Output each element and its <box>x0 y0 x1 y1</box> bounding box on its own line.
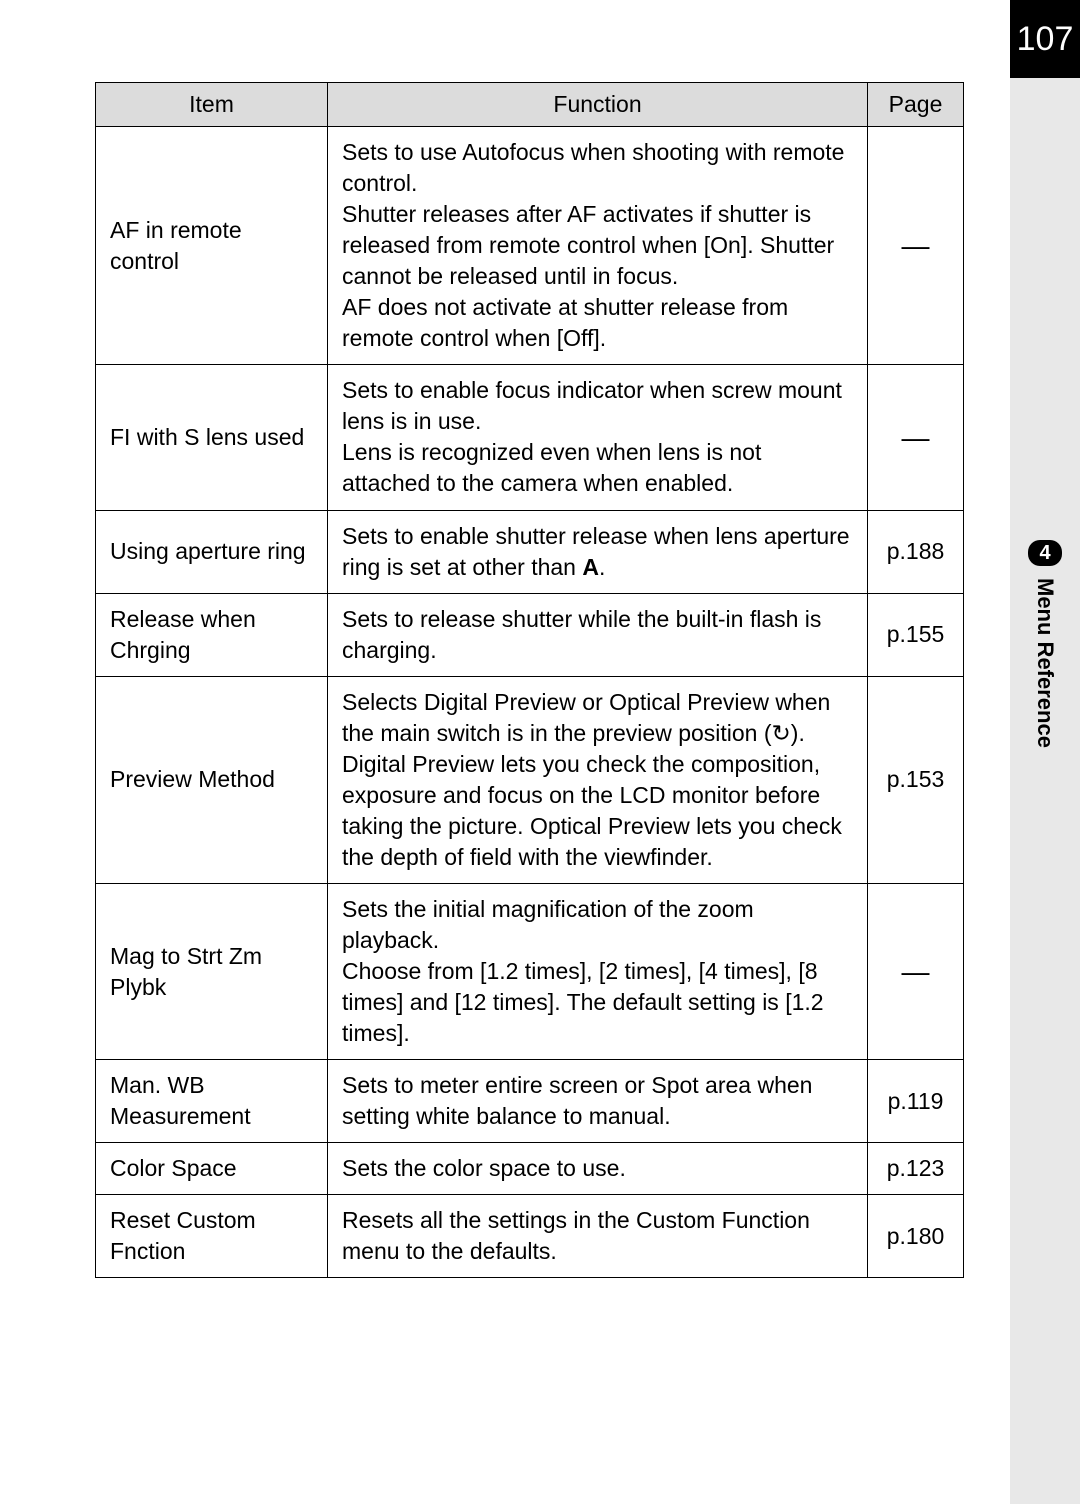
row-function: Sets the initial magnification of the zo… <box>328 883 868 1059</box>
table-row: Using aperture ringSets to enable shutte… <box>96 510 964 593</box>
row-item: Mag to Strt Zm Plybk <box>96 883 328 1059</box>
row-function: Sets to use Autofocus when shooting with… <box>328 127 868 365</box>
section-number-badge: 4 <box>1028 540 1062 566</box>
row-page: — <box>868 883 964 1059</box>
menu-reference-table: Item Function Page AF in remote controlS… <box>95 82 964 1278</box>
row-item: AF in remote control <box>96 127 328 365</box>
table-row: Release when ChrgingSets to release shut… <box>96 593 964 676</box>
row-function: Resets all the settings in the Custom Fu… <box>328 1195 868 1278</box>
section-marker: 4 Menu Reference <box>1010 540 1080 748</box>
section-title: Menu Reference <box>1032 578 1058 748</box>
row-function: Sets to enable focus indicator when scre… <box>328 365 868 510</box>
table-body: AF in remote controlSets to use Autofocu… <box>96 127 964 1278</box>
table-row: AF in remote controlSets to use Autofocu… <box>96 127 964 365</box>
row-item: Release when Chrging <box>96 593 328 676</box>
header-function: Function <box>328 83 868 127</box>
table-row: Color SpaceSets the color space to use.p… <box>96 1143 964 1195</box>
header-page: Page <box>868 83 964 127</box>
table-row: Mag to Strt Zm PlybkSets the initial mag… <box>96 883 964 1059</box>
table-row: Reset Custom FnctionResets all the setti… <box>96 1195 964 1278</box>
row-item: Preview Method <box>96 676 328 883</box>
side-bar <box>1010 0 1080 1504</box>
table-header-row: Item Function Page <box>96 83 964 127</box>
row-page: — <box>868 365 964 510</box>
table-row: Man. WB MeasurementSets to meter entire … <box>96 1060 964 1143</box>
row-item: Color Space <box>96 1143 328 1195</box>
row-page: — <box>868 127 964 365</box>
row-page: p.155 <box>868 593 964 676</box>
header-item: Item <box>96 83 328 127</box>
row-item: Using aperture ring <box>96 510 328 593</box>
row-page: p.153 <box>868 676 964 883</box>
row-function: Selects Digital Preview or Optical Previ… <box>328 676 868 883</box>
row-function: Sets the color space to use. <box>328 1143 868 1195</box>
row-function: Sets to meter entire screen or Spot area… <box>328 1060 868 1143</box>
row-page: p.188 <box>868 510 964 593</box>
row-item: Man. WB Measurement <box>96 1060 328 1143</box>
row-function: Sets to release shutter while the built-… <box>328 593 868 676</box>
table-row: FI with S lens usedSets to enable focus … <box>96 365 964 510</box>
row-item: FI with S lens used <box>96 365 328 510</box>
row-function: Sets to enable shutter release when lens… <box>328 510 868 593</box>
content-area: Item Function Page AF in remote controlS… <box>95 82 963 1278</box>
row-item: Reset Custom Fnction <box>96 1195 328 1278</box>
row-page: p.180 <box>868 1195 964 1278</box>
table-row: Preview MethodSelects Digital Preview or… <box>96 676 964 883</box>
row-page: p.123 <box>868 1143 964 1195</box>
page-number: 107 <box>1010 0 1080 78</box>
row-page: p.119 <box>868 1060 964 1143</box>
